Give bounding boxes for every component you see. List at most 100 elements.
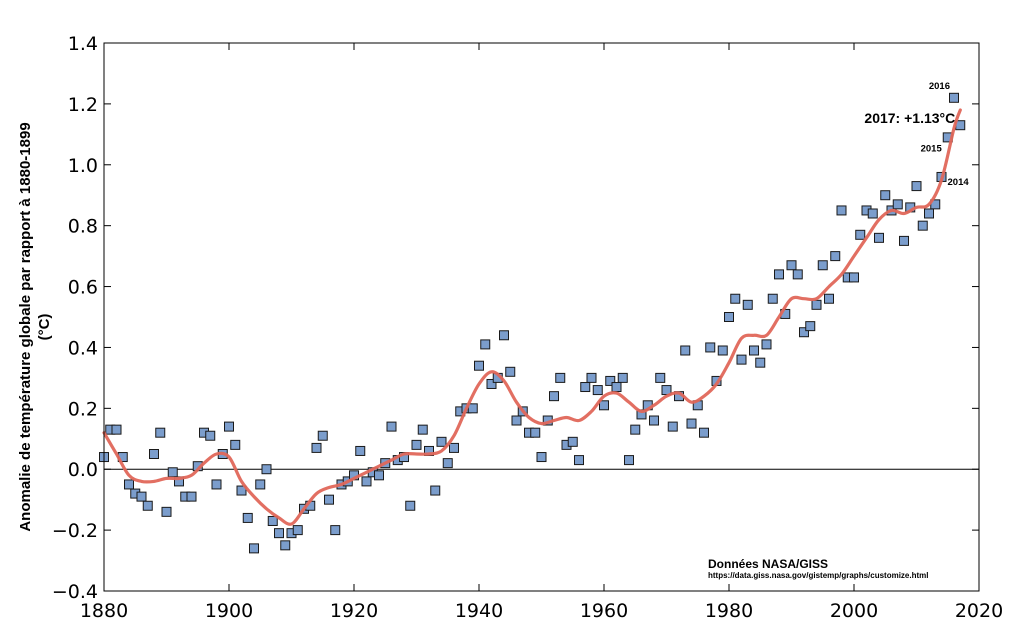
x-tick-label: 1940 bbox=[455, 600, 503, 622]
data-point bbox=[317, 430, 328, 441]
data-point bbox=[817, 260, 828, 271]
y-tick-label: 1.0 bbox=[68, 155, 98, 177]
data-point bbox=[255, 479, 266, 490]
data-point bbox=[261, 464, 272, 475]
y-tick-label: 0.6 bbox=[68, 277, 98, 299]
data-point bbox=[755, 357, 766, 368]
data-point bbox=[567, 436, 578, 447]
data-point bbox=[799, 327, 809, 338]
data-point bbox=[211, 479, 222, 490]
data-point bbox=[855, 229, 866, 240]
data-point bbox=[486, 378, 497, 389]
data-point bbox=[580, 382, 591, 393]
data-point bbox=[899, 235, 909, 246]
data-point bbox=[417, 424, 428, 435]
data-point bbox=[374, 470, 384, 481]
data-point bbox=[586, 372, 597, 383]
data-point bbox=[892, 199, 903, 210]
data-point bbox=[149, 449, 159, 459]
data-point bbox=[824, 293, 834, 304]
y-tick-label: 0.0 bbox=[68, 459, 98, 481]
y-tick-label: 1.4 bbox=[68, 33, 98, 55]
data-point bbox=[280, 540, 291, 551]
y-axis-label-line: (°C) bbox=[36, 314, 53, 341]
data-point bbox=[649, 415, 659, 426]
data-point bbox=[386, 421, 397, 432]
data-point bbox=[592, 385, 603, 396]
data-point bbox=[430, 485, 441, 496]
data-point bbox=[267, 515, 278, 526]
source-title: Données NASA/GISS bbox=[708, 557, 828, 571]
data-point bbox=[205, 430, 216, 441]
year-annotation: 2015 bbox=[921, 143, 943, 154]
data-point bbox=[655, 372, 666, 383]
y-tick-label: 0.8 bbox=[68, 216, 98, 238]
data-point bbox=[361, 476, 372, 487]
data-point bbox=[911, 181, 922, 192]
data-point bbox=[549, 391, 559, 402]
data-point bbox=[599, 400, 609, 411]
year-annotation: 2014 bbox=[948, 177, 970, 188]
data-point bbox=[136, 491, 147, 502]
data-point bbox=[236, 485, 247, 496]
data-point bbox=[792, 269, 803, 280]
data-point bbox=[274, 528, 284, 539]
data-point bbox=[686, 418, 697, 429]
data-point bbox=[324, 494, 334, 505]
x-tick-label: 2020 bbox=[955, 600, 1003, 622]
y-tick-label: 1.2 bbox=[68, 94, 98, 116]
data-point bbox=[749, 345, 759, 356]
y-tick-label: −0.2 bbox=[52, 520, 98, 542]
data-point bbox=[917, 220, 928, 231]
data-point bbox=[405, 500, 416, 511]
axis-ticks: 1880 1900 1920 1940 1960 1980 2000 2020 −0.4 −0.2… bbox=[52, 33, 1003, 622]
annual-anomaly-points bbox=[99, 92, 966, 554]
data-point bbox=[717, 345, 728, 356]
x-tick-label: 1980 bbox=[705, 600, 753, 622]
data-point bbox=[111, 424, 122, 435]
data-point bbox=[867, 208, 878, 219]
y-axis-label-line: Anomalie de température globale par rapp… bbox=[17, 122, 34, 531]
year-annotations: 2016 2017: +1.13°C 2015 2014 bbox=[864, 81, 969, 188]
data-point bbox=[511, 415, 522, 426]
data-point bbox=[836, 205, 847, 216]
data-point bbox=[224, 421, 234, 432]
data-point bbox=[142, 500, 153, 511]
data-point bbox=[292, 525, 303, 536]
data-point bbox=[774, 269, 784, 280]
x-tick-label: 2000 bbox=[830, 600, 878, 622]
data-point bbox=[949, 92, 959, 103]
data-point bbox=[699, 427, 709, 438]
data-point bbox=[767, 293, 778, 304]
data-point bbox=[786, 260, 797, 271]
smoothed-trend-line bbox=[102, 108, 962, 526]
y-tick-label: 0.4 bbox=[68, 337, 98, 359]
data-point bbox=[536, 452, 547, 463]
data-point bbox=[805, 321, 816, 332]
data-point bbox=[849, 272, 859, 283]
data-point bbox=[617, 372, 628, 383]
data-point bbox=[630, 424, 641, 435]
data-point bbox=[730, 293, 741, 304]
data-point bbox=[880, 190, 891, 201]
data-point bbox=[155, 427, 166, 438]
data-point bbox=[924, 208, 934, 219]
data-point bbox=[449, 442, 459, 453]
data-point bbox=[124, 479, 134, 490]
data-point bbox=[242, 512, 253, 523]
x-tick-label: 1960 bbox=[580, 600, 628, 622]
data-point bbox=[230, 439, 241, 450]
y-tick-label: −0.4 bbox=[52, 581, 98, 603]
source-url: https://data.giss.nasa.gov/gistemp/graph… bbox=[708, 571, 928, 580]
x-tick-label: 1880 bbox=[80, 600, 128, 622]
data-point bbox=[167, 467, 178, 478]
data-point bbox=[530, 427, 541, 438]
data-point bbox=[505, 366, 516, 377]
data-point bbox=[624, 455, 634, 466]
y-tick-label: 0.2 bbox=[68, 398, 98, 420]
data-point bbox=[436, 436, 447, 447]
x-tick-label: 1920 bbox=[330, 600, 378, 622]
data-point bbox=[667, 421, 678, 432]
data-point bbox=[574, 455, 584, 466]
